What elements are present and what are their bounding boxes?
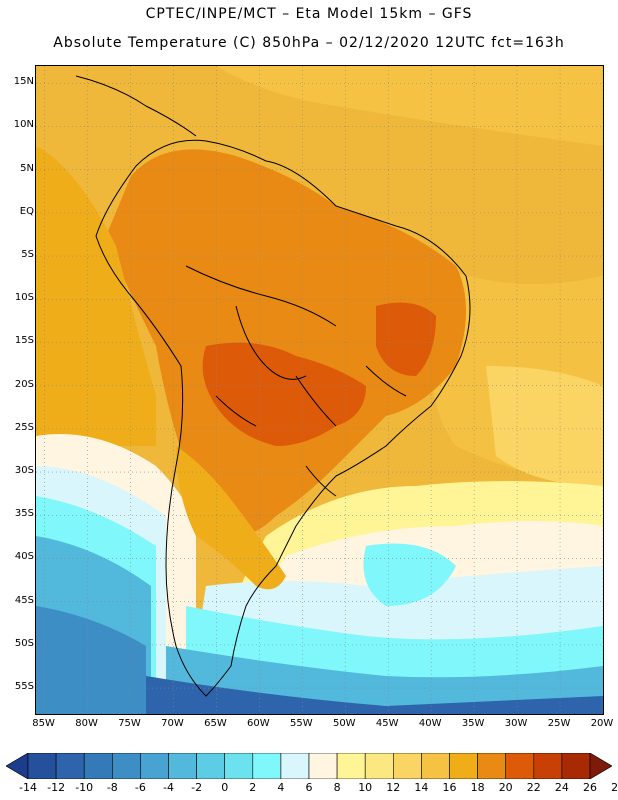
lat-tick-label: 45S	[14, 594, 34, 606]
lat-tick-label: 10N	[13, 119, 34, 131]
colorbar-segment	[336, 753, 366, 779]
lon-tick-label: 30W	[504, 718, 528, 729]
colorbar-segment	[168, 753, 197, 779]
field-continent-orange	[106, 149, 466, 537]
field-north-band	[216, 66, 603, 146]
colorbar-label: -10	[75, 781, 94, 794]
colorbar-label: 14	[414, 781, 429, 794]
colorbar-segment	[364, 753, 394, 779]
lat-tick-label: 50S	[14, 637, 34, 649]
lat-tick-label: 15S	[14, 335, 34, 347]
title-line-2: Absolute Temperature (C) 850hPa – 02/12/…	[53, 35, 565, 51]
lon-tick-label: 65W	[204, 718, 227, 729]
colorbar-label: -12	[47, 781, 66, 794]
field-pacific-orange	[36, 146, 156, 446]
lat-tick-label: 55S	[14, 681, 34, 693]
colorbar-segment	[27, 753, 57, 779]
colorbar-label: 0	[221, 781, 229, 794]
colorbar-segment	[140, 753, 169, 779]
colorbar-label: -4	[163, 781, 174, 794]
lon-tick-label: 80W	[75, 718, 98, 729]
field-cyan-blob	[363, 543, 456, 606]
colorbar-label: 2	[249, 781, 257, 794]
lat-tick-label: 35S	[14, 508, 34, 520]
lat-tick-label: 10S	[14, 292, 34, 304]
colorbar-label: 20	[498, 781, 513, 794]
colorbar-label: 10	[358, 781, 373, 794]
lon-tick-label: 60W	[247, 718, 270, 729]
colorbar-segment	[112, 753, 141, 779]
lat-tick-label: 20S	[14, 378, 34, 390]
lat-tick-label: 15N	[13, 76, 34, 88]
field-atlantic-yellow	[486, 366, 603, 486]
lon-tick-label: 45W	[375, 718, 399, 729]
colorbar-label: -2	[191, 781, 203, 794]
colorbar-segment	[83, 753, 113, 779]
colorbar-segment	[561, 753, 591, 779]
temperature-map	[35, 65, 604, 715]
lon-tick-label: 50W	[332, 718, 356, 729]
colorbar-segment	[196, 753, 226, 779]
colorbar-label: 8	[333, 781, 341, 794]
colorbar-label: 6	[305, 781, 313, 794]
colorbar-segment	[421, 753, 450, 779]
colorbar-segment	[280, 753, 310, 779]
colorbar-min-arrow	[6, 753, 29, 779]
lat-tick-label: 25S	[14, 421, 34, 433]
colorbar-label: -6	[134, 781, 146, 794]
field-andes-tongue	[176, 446, 286, 590]
colorbar-segment	[308, 753, 338, 779]
field-south-deep	[146, 676, 603, 714]
colorbar-label: 12	[386, 781, 401, 794]
lon-tick-label: 20W	[590, 718, 614, 729]
colorbar-label: 24	[554, 781, 569, 794]
lat-tick-label: 30S	[14, 465, 34, 477]
coastline	[75, 75, 471, 697]
colorbar-label: -14	[19, 781, 37, 794]
colorbar-segment	[55, 753, 85, 779]
lat-tick-label: 5S	[21, 249, 34, 261]
lon-tick-label: 55W	[290, 718, 313, 729]
colorbar-segment	[533, 753, 563, 779]
lat-tick-label: 40S	[14, 551, 34, 563]
graticule	[36, 66, 603, 714]
colorbar-label: 26	[583, 781, 597, 794]
lat-tick-label: EQ	[19, 205, 34, 217]
lon-tick-label: 25W	[547, 718, 571, 729]
lon-tick-label: 35W	[461, 718, 485, 729]
colorbar-max-arrow	[589, 753, 612, 779]
colorbar-segment	[252, 753, 282, 779]
colorbar-segment	[477, 753, 507, 779]
colorbar-segment	[505, 753, 535, 779]
lon-tick-label: 75W	[118, 718, 141, 729]
colorbar-label: 4	[277, 781, 285, 794]
colorbar-segment	[224, 753, 254, 779]
title-line-1: CPTEC/INPE/MCT – Eta Model 15km – GFS	[145, 6, 473, 22]
colorbar-segment	[392, 753, 422, 779]
field-south-pacific-deep	[36, 606, 146, 714]
lon-tick-label: 70W	[161, 718, 184, 729]
lat-tick-label: 5N	[20, 162, 34, 174]
colorbar-label: 22	[526, 781, 541, 794]
lon-tick-label: 85W	[32, 718, 55, 729]
field-hot-core	[202, 342, 366, 446]
colorbar-label: -8	[106, 781, 118, 794]
colorbar-label: 16	[442, 781, 457, 794]
lon-tick-label: 40W	[418, 718, 442, 729]
colorbar-label: 28	[611, 781, 618, 794]
temperature-colorbar	[6, 753, 612, 779]
colorbar-segment	[449, 753, 478, 779]
colorbar-label: 18	[470, 781, 485, 794]
field-hot-ne	[376, 302, 436, 376]
